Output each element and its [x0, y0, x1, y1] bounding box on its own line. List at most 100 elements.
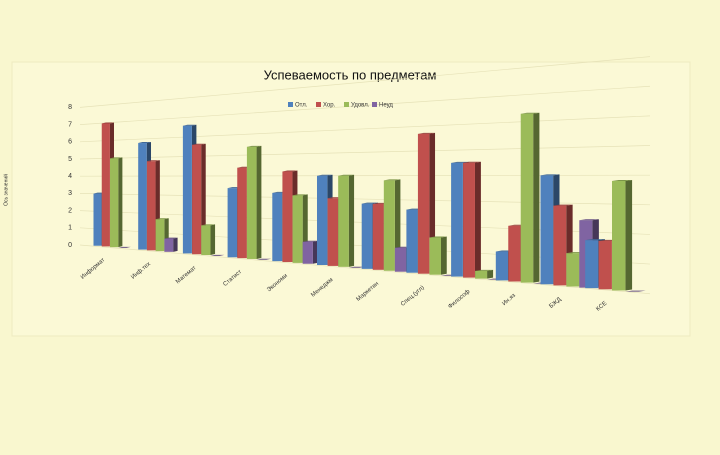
bar-top — [475, 269, 494, 271]
bar — [372, 203, 384, 270]
bar-top — [540, 174, 560, 176]
bar — [110, 158, 119, 248]
bar — [164, 238, 174, 252]
bar-top — [553, 204, 573, 206]
bar — [394, 247, 407, 272]
grid-line — [79, 115, 651, 143]
bar-top — [417, 132, 436, 134]
bar-side — [487, 269, 494, 279]
bar-side — [533, 112, 540, 283]
bar-top — [292, 194, 308, 196]
bar-top — [201, 224, 216, 226]
bar — [101, 123, 110, 247]
bar-top — [192, 143, 206, 145]
bar — [429, 237, 441, 275]
bar — [338, 175, 349, 267]
bar-top — [612, 179, 633, 181]
bar-top — [383, 179, 401, 181]
y-tick-label: 8 — [68, 104, 72, 111]
legend-swatch — [344, 102, 349, 107]
y-axis-label: Ось значений — [2, 174, 9, 206]
bar — [540, 175, 554, 285]
bar — [406, 209, 418, 273]
bar-side — [312, 240, 319, 264]
bar-top — [316, 174, 333, 176]
bar — [612, 180, 626, 291]
bar — [417, 133, 430, 274]
bar-side — [173, 237, 178, 252]
bar — [327, 198, 339, 266]
bar-top — [138, 142, 152, 144]
bar — [138, 143, 147, 250]
bar — [553, 205, 567, 286]
bar-top — [429, 236, 447, 238]
y-tick-label: 2 — [68, 207, 72, 214]
bar — [272, 192, 283, 262]
bar-top — [246, 145, 262, 147]
bar — [192, 144, 202, 255]
bar — [316, 175, 328, 266]
y-tick-label: 4 — [68, 173, 72, 180]
y-tick-label: 3 — [68, 190, 72, 197]
bar-top — [302, 240, 319, 242]
bar — [475, 270, 488, 279]
y-tick-label: 1 — [68, 225, 72, 232]
bar-side — [118, 157, 123, 248]
bar-top — [164, 237, 178, 239]
bar — [302, 241, 313, 264]
bar — [495, 251, 509, 281]
y-tick-label: 6 — [68, 139, 72, 146]
bar — [292, 195, 303, 263]
legend-label: Отл. — [295, 103, 308, 109]
bar-top — [625, 290, 646, 292]
bar — [566, 253, 580, 287]
bar — [182, 125, 192, 254]
bar — [227, 188, 238, 258]
bar-top — [210, 254, 225, 256]
bar-top — [146, 160, 160, 162]
bar-top — [348, 266, 365, 268]
bar-side — [474, 161, 481, 278]
grid-line — [79, 145, 651, 160]
grid-line — [79, 56, 651, 108]
bar-side — [256, 145, 262, 259]
bar — [155, 219, 165, 252]
bar-top — [118, 246, 131, 248]
legend-swatch — [316, 102, 321, 107]
bar-side — [440, 236, 447, 275]
bar-top — [182, 124, 197, 126]
bar-top — [585, 239, 605, 241]
bar-side — [210, 224, 216, 256]
bar — [383, 180, 395, 271]
bar — [598, 240, 612, 290]
legend-swatch — [372, 102, 377, 107]
bar — [508, 225, 521, 282]
legend-label: Удовл. — [351, 103, 370, 109]
bar — [93, 193, 102, 246]
grid-line — [79, 85, 651, 125]
bar-top — [155, 218, 169, 220]
bar — [201, 225, 211, 256]
bar-top — [361, 202, 378, 204]
bar — [585, 240, 599, 289]
bar — [463, 162, 475, 278]
bar — [451, 162, 463, 277]
y-tick-label: 0 — [68, 242, 72, 249]
bar-top — [101, 122, 115, 124]
grid-line — [79, 244, 651, 295]
legend-label: Хор. — [323, 103, 336, 109]
bar-top — [463, 161, 481, 163]
bar — [246, 146, 257, 259]
bar — [361, 203, 373, 269]
bar-side — [625, 179, 633, 291]
bar-top — [520, 112, 540, 114]
bar — [146, 161, 156, 251]
legend-label: Неуд — [379, 103, 393, 109]
bar-top — [579, 219, 599, 221]
bar-top — [110, 157, 123, 159]
bar — [237, 167, 247, 259]
chart-title: Успеваемость по предметам — [264, 67, 437, 82]
y-tick-label: 5 — [68, 156, 72, 163]
bar-top — [338, 174, 355, 176]
